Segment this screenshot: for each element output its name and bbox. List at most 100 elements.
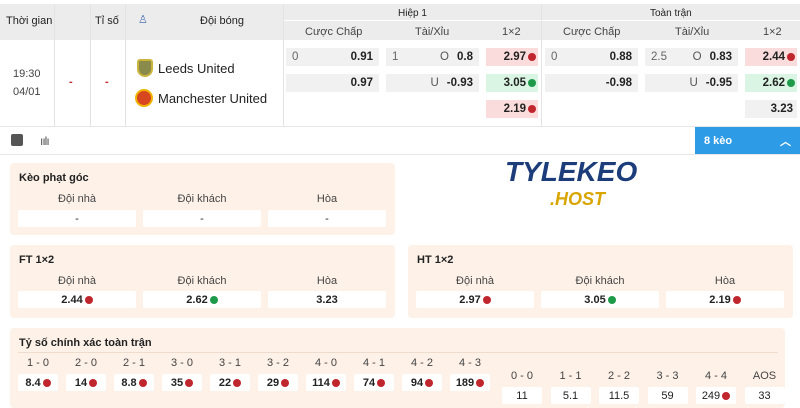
score-label: 4 - 0 [314,357,337,369]
h1-1x2-header: 1×2 [502,26,521,38]
score-label: 2 - 2 [607,370,630,382]
ft-handicap-home[interactable]: 0 0.88 [545,48,638,66]
home-team[interactable]: Leeds United [158,61,235,76]
ft-1x2-home[interactable]: 2.44 [745,48,797,66]
score-label: 4 - 3 [458,357,481,369]
ht-away-odds[interactable]: 3.05 [541,291,659,308]
corner-home[interactable]: - [18,210,136,227]
up-arrow-icon [528,79,536,87]
down-arrow-icon [528,53,536,61]
watermark-logo: TYLEKEO .HOST [505,156,638,210]
ht-home-odds[interactable]: 2.97 [416,291,534,308]
label: Hòa [714,275,736,287]
score-odds[interactable]: 22 [210,374,250,391]
score-odds[interactable]: 11 [502,387,542,404]
ft-1x2-draw[interactable]: 3.23 [745,100,797,118]
score-label: 4 - 2 [410,357,433,369]
chevron-up-icon: ︿ [780,135,791,148]
score-label: 3 - 1 [218,357,241,369]
stats-icon[interactable]: ıılı [40,134,50,148]
score-label: 1 - 1 [559,370,582,382]
ft-1x2-header: 1×2 [763,26,782,38]
leeds-crest-icon [137,59,153,77]
col-time: Thời gian [6,15,53,27]
h1-1x2-home[interactable]: 2.97 [486,48,538,66]
section-title: FT 1×2 [19,254,55,266]
down-arrow-icon [528,105,536,113]
ht-draw-odds[interactable]: 2.19 [666,291,784,308]
score-odds[interactable]: 59 [647,387,688,404]
ft-ou-over[interactable]: 2.5 O 0.83 [645,48,738,66]
down-arrow-icon [787,53,795,61]
col-half1: Hiệp 1 [398,8,427,19]
h1-handicap-home[interactable]: 0 0.91 [286,48,379,66]
score-away: - [105,76,109,88]
label: Đội khách [177,275,227,287]
score-odds[interactable]: 11.5 [599,387,639,404]
section-title: Tỷ số chính xác toàn trận [19,337,152,349]
match-date: 04/01 [13,86,41,98]
label: Đội nhà [58,275,96,287]
ht-1x2-section: HT 1×2 Đội nhà Đội khách Hòa 2.97 3.05 2… [408,245,793,318]
h1-1x2-away[interactable]: 3.05 [486,74,538,92]
score-home: - [69,76,73,88]
table-header [0,4,800,40]
ft-handicap-away[interactable]: -0.98 [545,74,638,92]
correct-score-section: Tỷ số chính xác toàn trận 1 - 0 8.4 2 - 0 1… [10,328,785,408]
score-label: 3 - 2 [266,357,289,369]
away-team[interactable]: Manchester United [158,91,268,106]
h1-handicap-header: Cược Chấp [305,26,363,38]
score-odds[interactable]: 5.1 [550,387,591,404]
label: Hòa [316,193,338,205]
more-odds-button[interactable]: 8 kèo ︿ [695,127,800,154]
score-odds[interactable]: 33 [744,387,785,404]
shirt-icon[interactable] [11,134,23,146]
col-score: Tỉ số [95,15,119,27]
score-odds[interactable]: 189 [450,374,490,391]
col-full: Toàn trận [650,8,692,19]
score-odds[interactable]: 29 [258,374,298,391]
score-label: 3 - 3 [656,370,679,382]
corner-draw[interactable]: - [268,210,386,227]
corner-away[interactable]: - [143,210,261,227]
label: Đội khách [177,193,227,205]
ft-away-odds[interactable]: 2.62 [143,291,261,308]
score-label: 1 - 0 [26,357,49,369]
score-label: 2 - 0 [74,357,97,369]
h1-ou-over[interactable]: 1 O 0.8 [386,48,479,66]
score-label: 2 - 1 [122,357,145,369]
match-time: 19:30 [13,68,41,80]
score-label: 0 - 0 [510,370,533,382]
ft-draw-odds[interactable]: 3.23 [268,291,386,308]
score-label: AOS [752,370,777,382]
corner-section: Kèo phạt góc Đội nhà Đội khách Hòa - - - [10,163,395,235]
score-odds[interactable]: 35 [162,374,202,391]
col-teams: Đội bóng [200,15,245,27]
up-arrow-icon [787,79,795,87]
score-odds[interactable]: 114 [306,374,346,391]
label: Đội nhà [456,275,494,287]
h1-1x2-draw[interactable]: 2.19 [486,100,538,118]
ft-home-odds[interactable]: 2.44 [18,291,136,308]
label: Đội khách [575,275,625,287]
score-odds[interactable]: 8.4 [18,374,58,391]
score-odds[interactable]: 249 [696,387,736,404]
h1-ou-under[interactable]: U -0.93 [386,74,479,92]
score-odds[interactable]: 14 [66,374,106,391]
h1-handicap-away[interactable]: 0.97 [286,74,379,92]
score-label: 4 - 1 [362,357,385,369]
score-label: 4 - 4 [704,370,727,382]
manutd-crest-icon [135,89,153,107]
section-title: Kèo phạt góc [19,172,89,184]
ft-ou-under[interactable]: U -0.95 [645,74,738,92]
ft-1x2-away[interactable]: 2.62 [745,74,797,92]
ft-ou-header: Tài/Xỉu [675,26,710,38]
label: Hòa [316,275,338,287]
score-label: 3 - 0 [170,357,193,369]
score-odds[interactable]: 74 [354,374,394,391]
score-odds[interactable]: 94 [402,374,442,391]
section-title: HT 1×2 [417,254,454,266]
score-odds[interactable]: 8.8 [114,374,154,391]
label: Đội nhà [58,193,96,205]
h1-ou-header: Tài/Xỉu [415,26,450,38]
